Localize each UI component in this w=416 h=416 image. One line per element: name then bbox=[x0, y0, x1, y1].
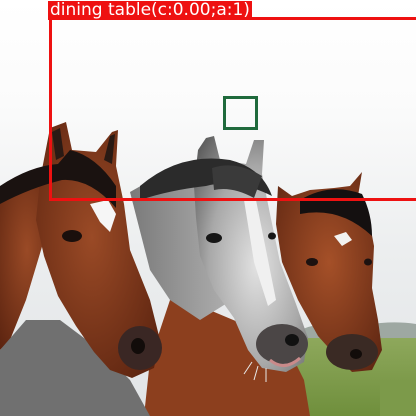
detection-box-unlabeled bbox=[223, 96, 258, 130]
detection-label: dining table(c:0.00;a:1) bbox=[48, 1, 252, 20]
